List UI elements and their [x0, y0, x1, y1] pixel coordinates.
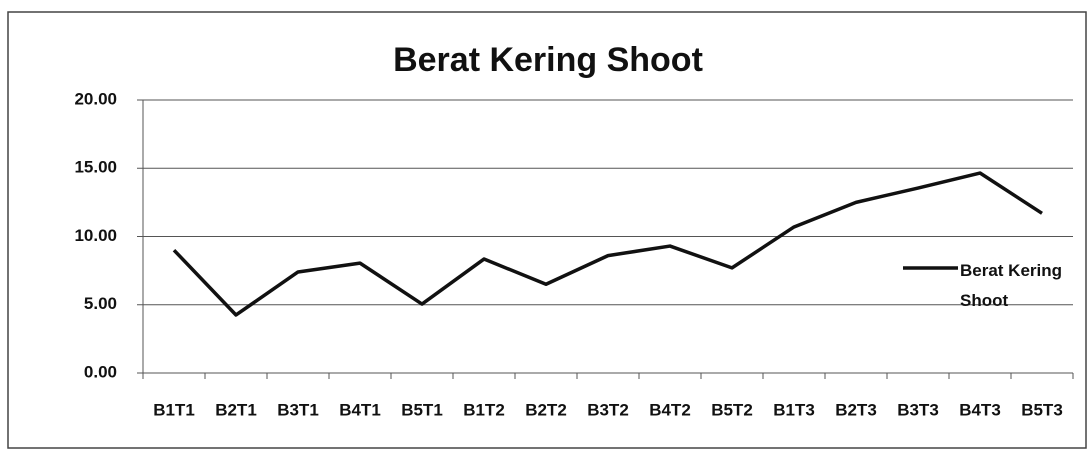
x-tick-label: B2T3	[835, 400, 877, 419]
y-tick-label: 5.00	[84, 294, 117, 313]
legend-label: Berat Kering Shoot	[960, 261, 1063, 310]
x-tick-label: B2T2	[525, 400, 567, 419]
y-tick-label: 10.00	[74, 226, 117, 245]
chart-border	[7, 11, 1087, 449]
data-line	[172, 171, 1043, 317]
x-tick-label: B5T1	[401, 400, 443, 419]
chart-title: Berat Kering Shoot	[393, 41, 703, 79]
x-tick-label: B3T3	[897, 400, 939, 419]
y-tick-label: 15.00	[74, 158, 117, 177]
x-tick-label: B1T1	[153, 400, 195, 419]
x-tick-label: B5T2	[711, 400, 753, 419]
x-tick-label: B4T2	[649, 400, 691, 419]
y-tick-label: 20.00	[74, 89, 117, 108]
x-tick-label: B3T2	[587, 400, 629, 419]
x-tick-label: B4T1	[339, 400, 381, 419]
x-tick-label: B4T3	[959, 400, 1001, 419]
x-tick-label: B2T1	[215, 400, 257, 419]
x-tick-label: B5T3	[1021, 400, 1063, 419]
x-tick-label: B1T2	[463, 400, 505, 419]
x-tick-label: B1T3	[773, 400, 815, 419]
x-tick-label: B3T1	[277, 400, 319, 419]
y-tick-label: 0.00	[84, 362, 117, 381]
